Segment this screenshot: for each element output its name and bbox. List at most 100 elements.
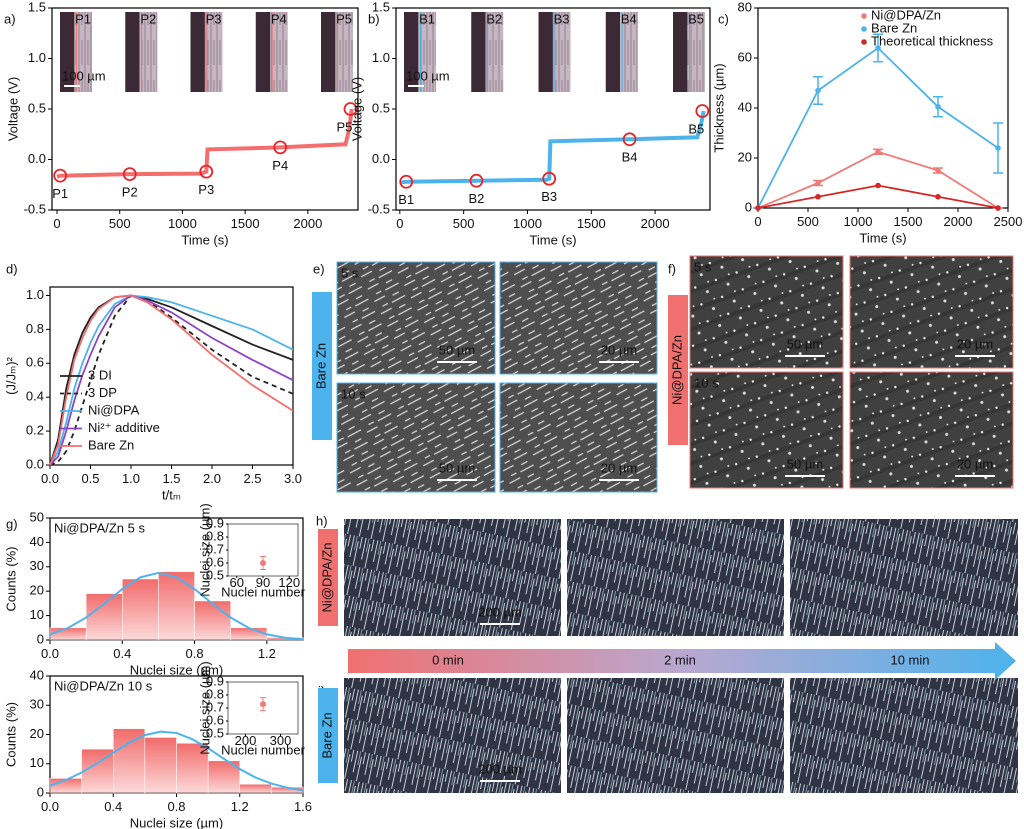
x-tick-label: 0.4: [113, 646, 131, 661]
arrow-label: 2 min: [664, 652, 696, 667]
x-tick-label: 2000: [944, 214, 973, 229]
x-tick-label: 1500: [577, 216, 606, 231]
y-tick-label: 0.4: [26, 389, 44, 404]
data-line: [56, 108, 354, 179]
micrograph-dark: [404, 12, 419, 92]
data-line: [49, 294, 294, 466]
histogram-bar: [122, 578, 159, 641]
side-label-bar: [312, 292, 332, 440]
y-tick-label: 40: [30, 667, 44, 682]
y-tick-label: 0.6: [26, 355, 44, 370]
histogram-bar: [113, 728, 146, 794]
y-axis-label: (J/Jₘ)²: [3, 356, 18, 394]
x-tick-label: 500: [109, 216, 131, 231]
legend-label: Bare Zn: [88, 437, 134, 452]
legend-label: Bare Zn: [871, 20, 917, 35]
x-tick-label: 1.6: [294, 799, 312, 814]
point-label: B2: [468, 191, 484, 206]
x-tick-label: 300: [270, 733, 292, 748]
x-tick-label: 1.0: [122, 471, 140, 486]
y-tick-label: 0.8: [206, 686, 224, 701]
histogram-bar: [144, 737, 177, 794]
legend-label: Ni²⁺ additive: [88, 420, 160, 435]
y-tick-label: 1.5: [28, 0, 46, 14]
y-tick-label: 0: [37, 631, 44, 646]
marked-point: [622, 132, 637, 147]
histogram-bar: [49, 627, 87, 641]
legend-swatch: [861, 26, 867, 32]
data-point: [935, 103, 941, 110]
x-tick-label: 2500: [994, 214, 1023, 229]
micrograph-light: [139, 12, 158, 92]
y-tick-label: 1.0: [28, 50, 46, 65]
time-label: 10 s: [341, 386, 366, 401]
histogram-bar: [230, 627, 268, 641]
x-axis-label: Time (s): [529, 232, 576, 247]
scale-bar-label: 50 µm: [439, 342, 475, 357]
data-line: [49, 730, 304, 792]
micrograph-label: P2: [140, 11, 156, 26]
optical-image: [344, 678, 561, 793]
micrograph-light: [620, 12, 638, 92]
point-label: B4: [622, 150, 638, 165]
micrograph-dark: [538, 12, 553, 92]
x-tick-label: 1000: [513, 216, 542, 231]
micrograph-dark: [321, 12, 336, 92]
marked-point: [199, 164, 214, 179]
x-tick-label: 1000: [168, 216, 197, 231]
x-axis-label: Nuclei size (µm): [130, 662, 223, 677]
sem-image: [849, 371, 1014, 489]
chart-title: Ni@DPA/Zn 10 s: [54, 678, 153, 693]
x-tick-label: 0: [396, 216, 403, 231]
x-tick-label: 200: [235, 733, 257, 748]
y-tick-label: 0.7: [206, 699, 224, 714]
y-tick-label: 0.0: [372, 151, 390, 166]
marked-point: [343, 102, 358, 116]
panel-label: b): [368, 11, 380, 26]
arrow-label: 0 min: [432, 652, 464, 667]
marked-point: [542, 171, 557, 186]
sem-image: [499, 382, 658, 493]
sem-image: [849, 255, 1014, 369]
x-tick-label: 3.0: [284, 471, 302, 486]
scale-bar-label: 20 µm: [957, 336, 993, 351]
legend-swatch: [861, 13, 867, 19]
micrograph-light: [204, 12, 223, 92]
y-tick-label: 0.8: [206, 528, 224, 543]
x-tick-label: 120: [278, 575, 300, 590]
data-line: [399, 110, 706, 185]
point-label: B5: [688, 121, 704, 136]
scale-bar-label: 200 µm: [478, 761, 522, 776]
x-axis-label: t/tₘ: [162, 487, 181, 502]
y-axis-label: Counts (%): [3, 546, 18, 611]
plot-frame: [757, 7, 1009, 209]
optical-image: [790, 678, 1018, 793]
marked-point: [122, 167, 137, 182]
micrograph-light: [74, 12, 92, 92]
data-line: [49, 294, 294, 466]
y-axis-label: Voltage (V): [349, 77, 364, 141]
data-point: [935, 193, 941, 200]
y-tick-label: 60: [738, 49, 752, 64]
time-label: 10 s: [694, 375, 719, 390]
panel-label: g): [6, 516, 18, 531]
micrograph-label: B4: [621, 11, 637, 26]
x-axis-label: Nuclei number: [221, 742, 305, 757]
point-label: P4: [272, 158, 288, 173]
x-tick-label: 500: [797, 214, 819, 229]
micrograph-light: [485, 12, 504, 92]
optical-image: [567, 678, 784, 793]
x-tick-label: 2000: [293, 216, 322, 231]
micrograph-label: B2: [486, 11, 502, 26]
scale-bar-label: 20 µm: [601, 460, 637, 475]
side-label: Bare Zn: [319, 712, 334, 758]
x-tick-label: 0.8: [186, 646, 204, 661]
point-label: P1: [52, 186, 68, 201]
legend-label: Ni@DPA: [88, 402, 140, 417]
point-label: B1: [398, 192, 414, 207]
y-tick-label: 0.0: [28, 151, 46, 166]
y-tick-label: -0.5: [24, 201, 46, 216]
micrograph-dark: [125, 12, 140, 92]
y-tick-label: 1.0: [26, 287, 44, 302]
micrograph-label: P4: [271, 11, 287, 26]
